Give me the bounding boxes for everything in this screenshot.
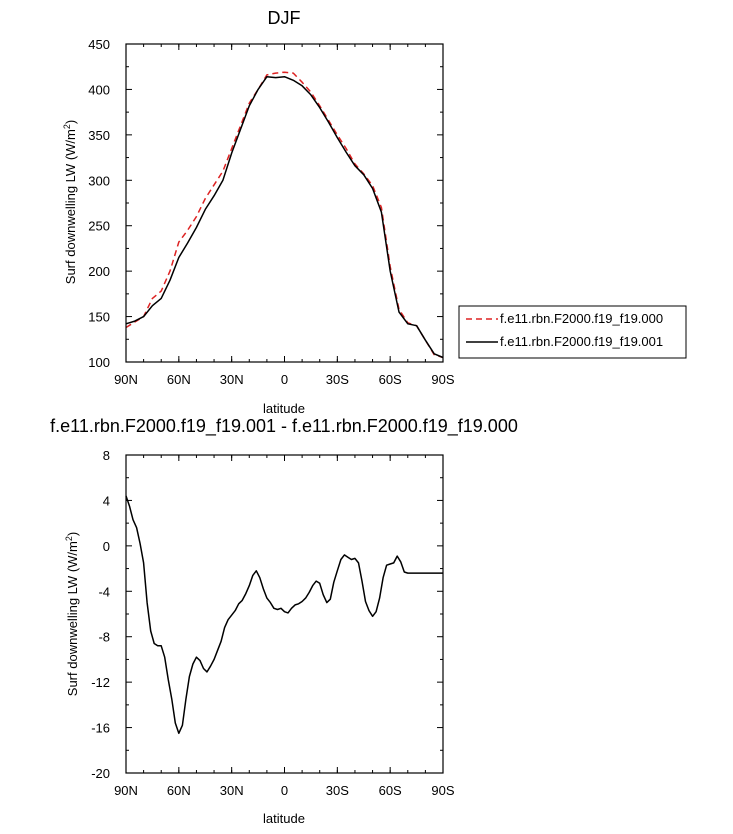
y-axis-label: Surf downwelling LW (W/m2) [62,120,78,284]
series-line-1 [125,75,444,359]
y-tick-label: 350 [88,128,110,143]
x-tick-label: 30S [326,783,349,798]
legend-label-000: f.e11.rbn.F2000.f19_f19.000 [500,311,663,326]
y-tick-label: 300 [88,173,110,188]
y-tick-label: 100 [88,355,110,370]
x-tick-label: 0 [281,372,288,387]
x-axis-ticks: 90N 60N 30N 0 30S 60S 90S [114,44,455,387]
y-tick-label: 200 [88,264,110,279]
series-line-0 [125,71,444,359]
series-lines [125,71,444,359]
legend-label-001: f.e11.rbn.F2000.f19_f19.001 [500,334,663,349]
y-axis-ticks: 100 150 200 250 300 350 400 450 [88,37,443,370]
x-axis-label: latitude [263,811,305,826]
plot-frame [125,454,444,774]
x-tick-label: 30S [326,372,349,387]
y-tick-label: 0 [103,539,110,554]
x-axis-ticks: 90N 60N 30N 0 30S 60S 90S [114,455,455,798]
x-tick-label: 60S [379,372,402,387]
x-tick-label: 90S [431,372,454,387]
x-tick-label: 30N [220,783,244,798]
series-line-0 [125,495,443,735]
series-lines [125,495,443,735]
x-tick-label: 60N [167,783,191,798]
y-tick-label: -20 [91,766,110,781]
x-tick-label: 90S [431,783,454,798]
y-tick-label: 4 [103,493,110,508]
x-tick-label: 60N [167,372,191,387]
x-tick-label: 60S [379,783,402,798]
x-tick-label: 0 [281,783,288,798]
y-tick-label: -8 [98,630,110,645]
y-tick-label: 150 [88,310,110,325]
y-axis-label: Surf downwelling LW (W/m2) [64,532,80,696]
chart-title: DJF [268,8,301,28]
difference-panel: f.e11.rbn.F2000.f19_f19.001 - f.e11.rbn.… [50,416,518,826]
y-axis-ticks: -20 -16 -12 -8 -4 0 4 8 [91,448,443,781]
y-tick-label: -4 [98,584,110,599]
y-tick-label: -16 [91,721,110,736]
plot-frame [125,43,444,363]
legend-box [458,305,687,359]
y-tick-label: 400 [88,82,110,97]
x-tick-label: 30N [220,372,244,387]
y-tick-label: 250 [88,219,110,234]
x-tick-label: 90N [114,783,138,798]
legend: f.e11.rbn.F2000.f19_f19.000 f.e11.rbn.F2… [458,305,687,359]
y-tick-label: 450 [88,37,110,52]
y-tick-label: -12 [91,675,110,690]
djf-panel: DJF 90N 60N 30N 0 30S 60S 90S 100 150 200 250 300 3… [62,8,687,416]
x-tick-label: 90N [114,372,138,387]
y-tick-label: 8 [103,448,110,463]
x-axis-label: latitude [263,401,305,416]
chart-title: f.e11.rbn.F2000.f19_f19.001 - f.e11.rbn.… [50,416,518,437]
